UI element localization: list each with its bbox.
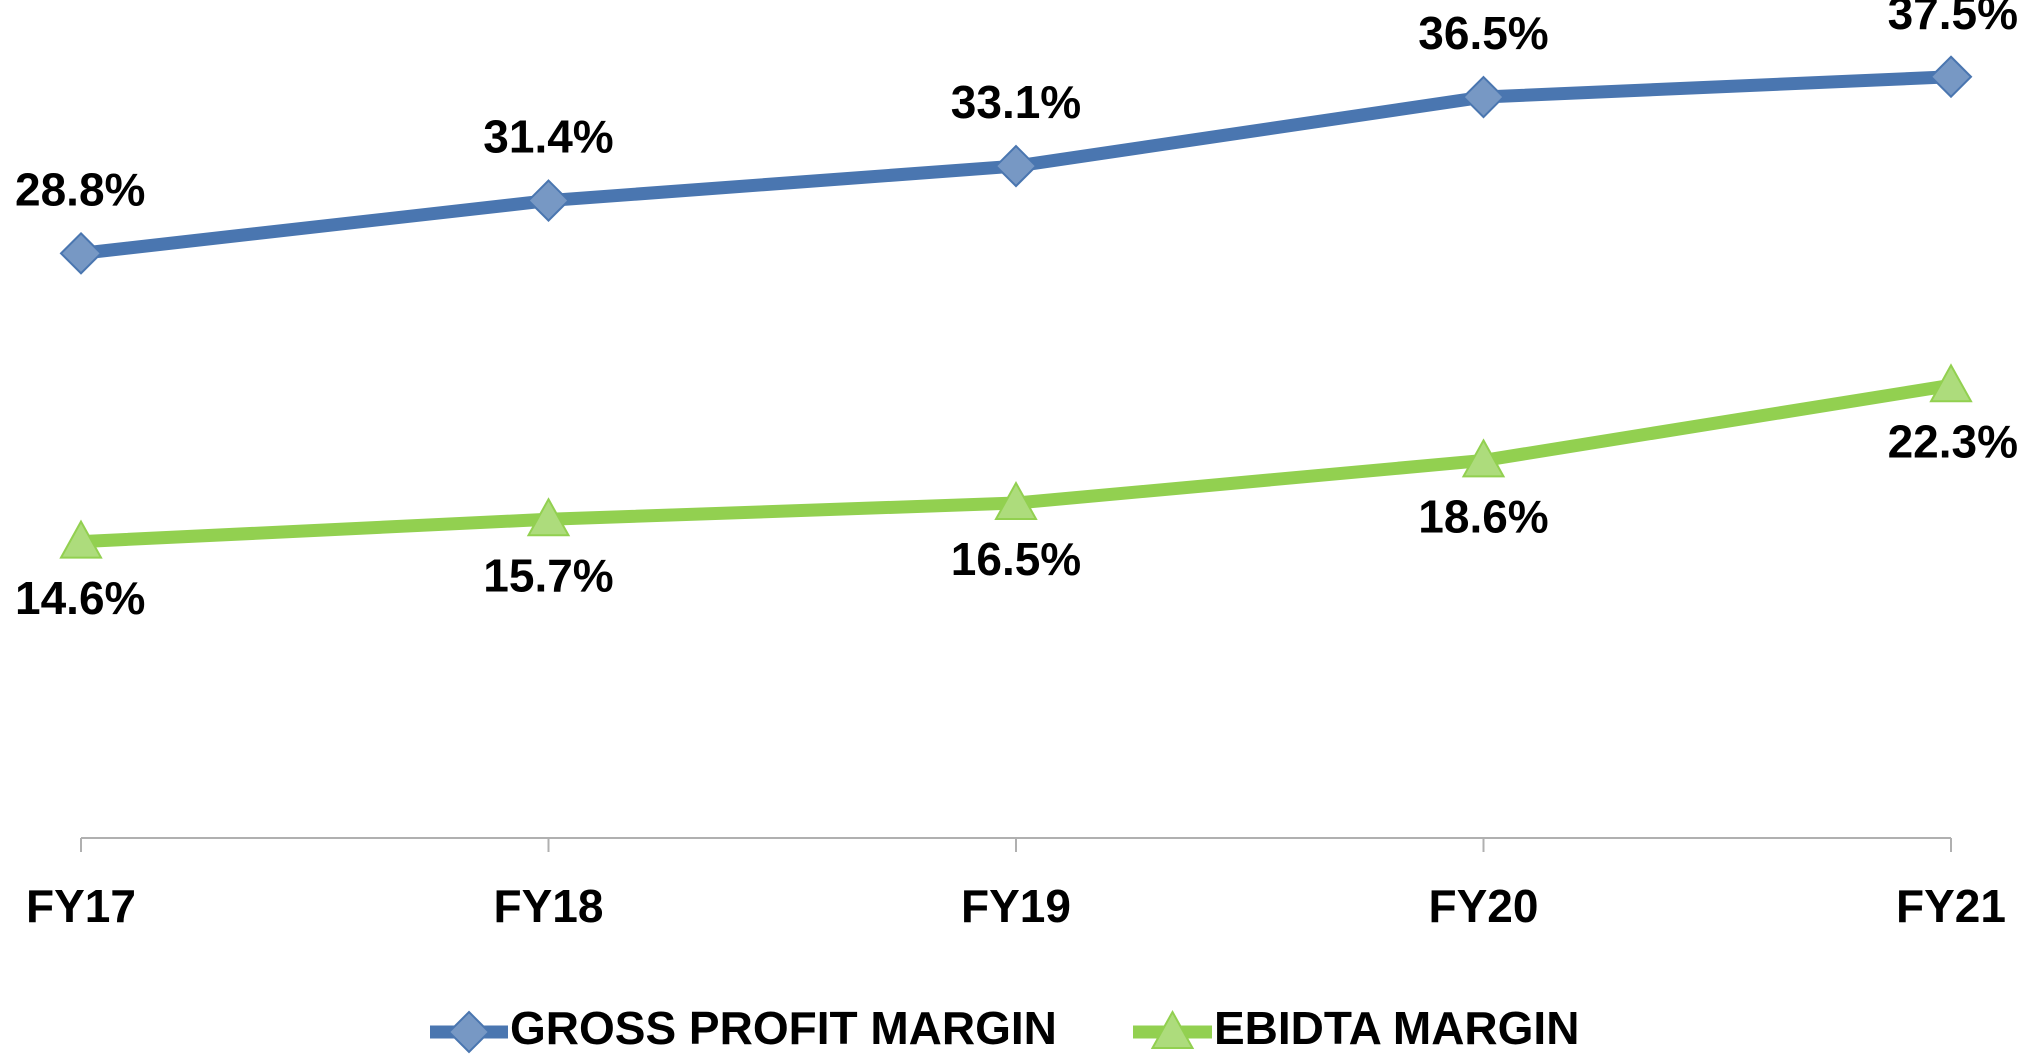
data-label: 36.5%	[1418, 7, 1548, 59]
x-tick-label: FY21	[1896, 880, 2006, 932]
legend-marker	[447, 1010, 491, 1054]
x-tick-label: FY18	[494, 880, 604, 932]
data-label: 37.5%	[1888, 0, 2018, 39]
data-label: 16.5%	[951, 533, 1081, 585]
x-tick-label: FY19	[961, 880, 1071, 932]
legend-marker	[1150, 1009, 1195, 1049]
data-point	[526, 497, 571, 537]
x-tick-label: FY20	[1429, 880, 1539, 932]
data-point	[994, 144, 1038, 188]
data-label: 33.1%	[951, 76, 1081, 128]
data-label: 28.8%	[15, 164, 145, 216]
data-label: 14.6%	[15, 572, 145, 624]
data-point	[1929, 55, 1973, 99]
legend-label: EBIDTA MARGIN	[1214, 1002, 1579, 1054]
legend-label: GROSS PROFIT MARGIN	[510, 1002, 1057, 1054]
data-point	[1929, 363, 1973, 403]
data-point	[1461, 438, 1506, 478]
data-label: 18.6%	[1418, 491, 1548, 543]
data-point	[1462, 75, 1505, 119]
x-tick-label: FY17	[26, 880, 136, 932]
data-label: 31.4%	[483, 111, 613, 163]
data-point	[994, 480, 1038, 521]
data-label: 15.7%	[483, 549, 613, 601]
data-point	[527, 179, 570, 222]
data-label: 22.3%	[1888, 415, 2018, 467]
data-point	[59, 231, 103, 275]
data-point	[59, 519, 103, 559]
